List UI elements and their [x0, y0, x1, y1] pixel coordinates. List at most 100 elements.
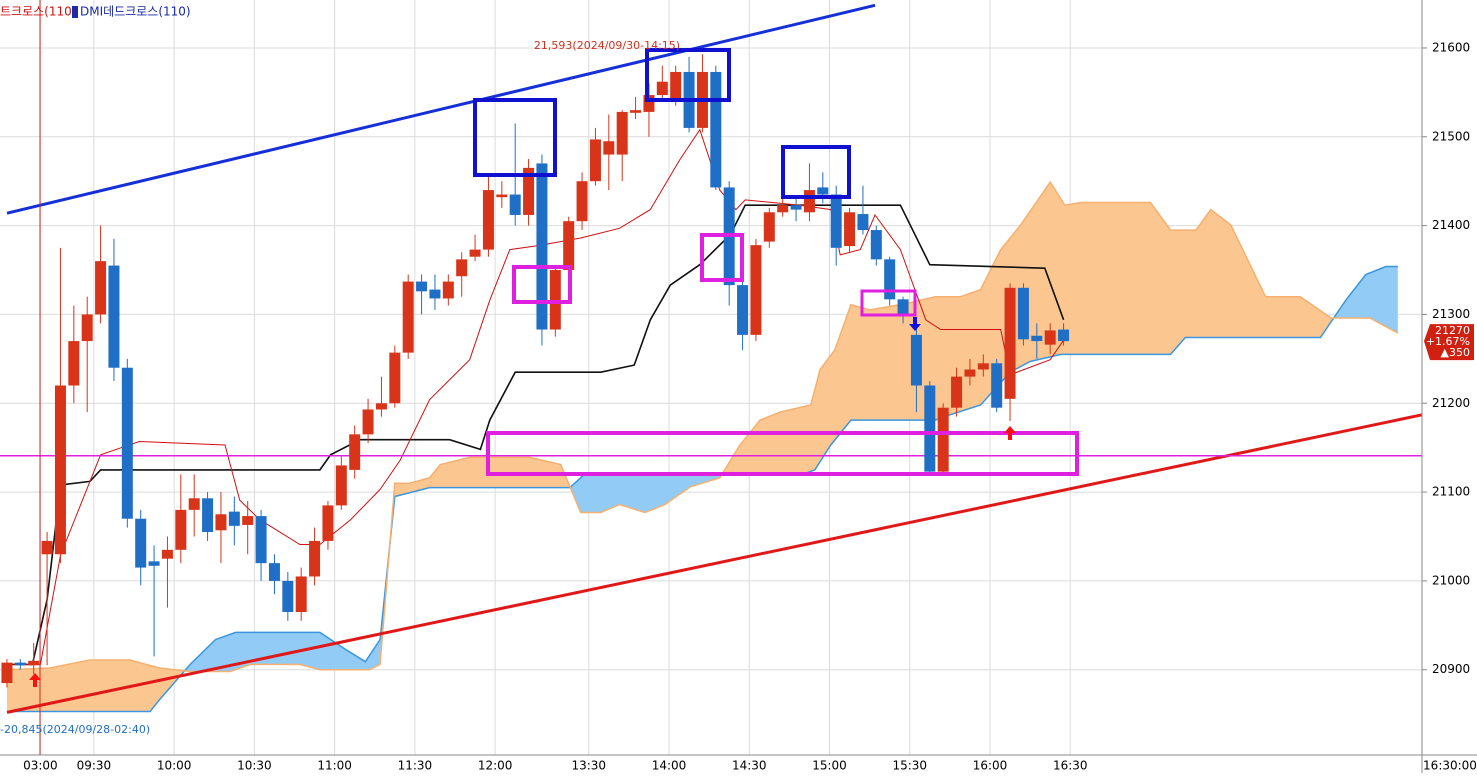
- x-tick-label: 03:00: [23, 759, 58, 773]
- y-tick-label: 21500: [1432, 129, 1470, 143]
- candle-body: [295, 576, 307, 612]
- candle-body: [429, 289, 441, 299]
- candle-body: [14, 662, 26, 666]
- candle-body: [148, 561, 160, 566]
- candle-body: [202, 498, 214, 533]
- x-tick-label: 10:30: [237, 759, 272, 773]
- annotation-boxes: [473, 48, 1079, 476]
- y-tick-label: 21000: [1432, 573, 1470, 587]
- highlight-box: [645, 48, 731, 102]
- candle-body: [389, 352, 401, 404]
- sell-arrow: [909, 317, 921, 331]
- candle-body: [616, 111, 628, 155]
- candle-body: [482, 190, 494, 250]
- candle-body: [255, 516, 267, 564]
- candle-body: [924, 385, 936, 472]
- candle-body: [416, 281, 428, 292]
- candle-body: [656, 81, 668, 96]
- candle-body: [121, 367, 133, 519]
- x-tick-label: 12:00: [478, 759, 513, 773]
- candle-body: [884, 259, 896, 300]
- y-tick-label: 21600: [1432, 40, 1470, 54]
- candle-body: [991, 363, 1003, 408]
- y-tick-label: 21300: [1432, 307, 1470, 321]
- highlight-box: [486, 431, 1079, 476]
- candle-body: [951, 376, 963, 408]
- x-tick-label: 10:00: [157, 759, 192, 773]
- legend-entry: 트크로스(110): [0, 5, 76, 19]
- candle-body: [188, 498, 200, 510]
- candle-body: [803, 190, 815, 213]
- candle-body: [242, 516, 254, 525]
- candle-body: [870, 230, 882, 260]
- candle-body: [469, 249, 481, 257]
- legend-icon: [72, 6, 78, 18]
- candle-body: [362, 409, 374, 435]
- candle-body: [817, 187, 829, 195]
- candle-body: [549, 270, 561, 330]
- indicator-line: [7, 128, 1065, 665]
- x-tick-label: 11:00: [317, 759, 352, 773]
- x-tick-label: 16:00: [973, 759, 1008, 773]
- highlight-box: [781, 145, 851, 199]
- x-tick-label: 15:00: [812, 759, 847, 773]
- highlight-box: [473, 98, 557, 177]
- candle-body: [630, 110, 642, 113]
- cloud-line: [7, 265, 1398, 713]
- candle-body: [576, 181, 588, 222]
- x-tick-label: 11:30: [398, 759, 433, 773]
- candle-body: [603, 141, 615, 155]
- candle-body: [349, 434, 361, 470]
- candle-body: [897, 299, 909, 315]
- candle-body: [536, 163, 548, 330]
- indicator-line: [7, 204, 1065, 666]
- candle-body: [1031, 335, 1043, 342]
- candle-body: [215, 514, 227, 531]
- y-tick-label: 21100: [1432, 485, 1470, 499]
- x-tick-label: 09:30: [77, 759, 112, 773]
- cloud-fill: [7, 182, 1398, 712]
- x-tick-label: 14:00: [652, 759, 687, 773]
- candle-body: [937, 407, 949, 472]
- candle-body: [175, 509, 187, 550]
- x-tick-label: 13:30: [571, 759, 606, 773]
- candle-body: [964, 369, 976, 377]
- candle-body: [309, 540, 321, 577]
- candle-body: [737, 285, 749, 335]
- candle-body: [402, 281, 414, 353]
- candle-body: [844, 212, 856, 247]
- candle-body: [977, 363, 989, 370]
- candle-body: [442, 281, 454, 299]
- cloud-line: [6, 180, 1399, 673]
- candle-body: [777, 205, 789, 213]
- indicator-line: [6, 413, 1423, 714]
- x-tick-label: 16:30: [1053, 759, 1088, 773]
- end-time-label: 16:30:00: [1423, 759, 1477, 773]
- candle-body: [710, 71, 722, 188]
- buy-arrow: [1004, 426, 1016, 440]
- price-value: 21270: [1435, 324, 1470, 337]
- candle-body: [282, 580, 294, 612]
- candle-body: [335, 465, 347, 506]
- candle-body: [228, 511, 240, 526]
- candle-body: [161, 549, 173, 559]
- candle-body: [496, 194, 508, 198]
- candle-body: [81, 314, 93, 342]
- legend-entry: DMI데드크로스(110): [80, 5, 191, 19]
- candle-body: [643, 95, 655, 112]
- candle-body: [322, 505, 334, 541]
- candle-body: [95, 261, 107, 315]
- low-label: -20,845(2024/09/28-02:40): [0, 723, 150, 736]
- candle-body: [563, 221, 575, 271]
- x-tick-label: 15:30: [892, 759, 927, 773]
- buy-arrow: [29, 673, 41, 687]
- y-tick-label: 21400: [1432, 218, 1470, 232]
- candle-body: [830, 194, 842, 248]
- candle-body: [857, 214, 869, 231]
- candle-body: [28, 660, 40, 666]
- y-tick-label: 20900: [1432, 662, 1470, 676]
- price-change: +1.67%: [1426, 335, 1470, 348]
- highlight-box: [512, 265, 572, 304]
- x-tick-label: 14:30: [732, 759, 767, 773]
- candle-body: [456, 259, 468, 277]
